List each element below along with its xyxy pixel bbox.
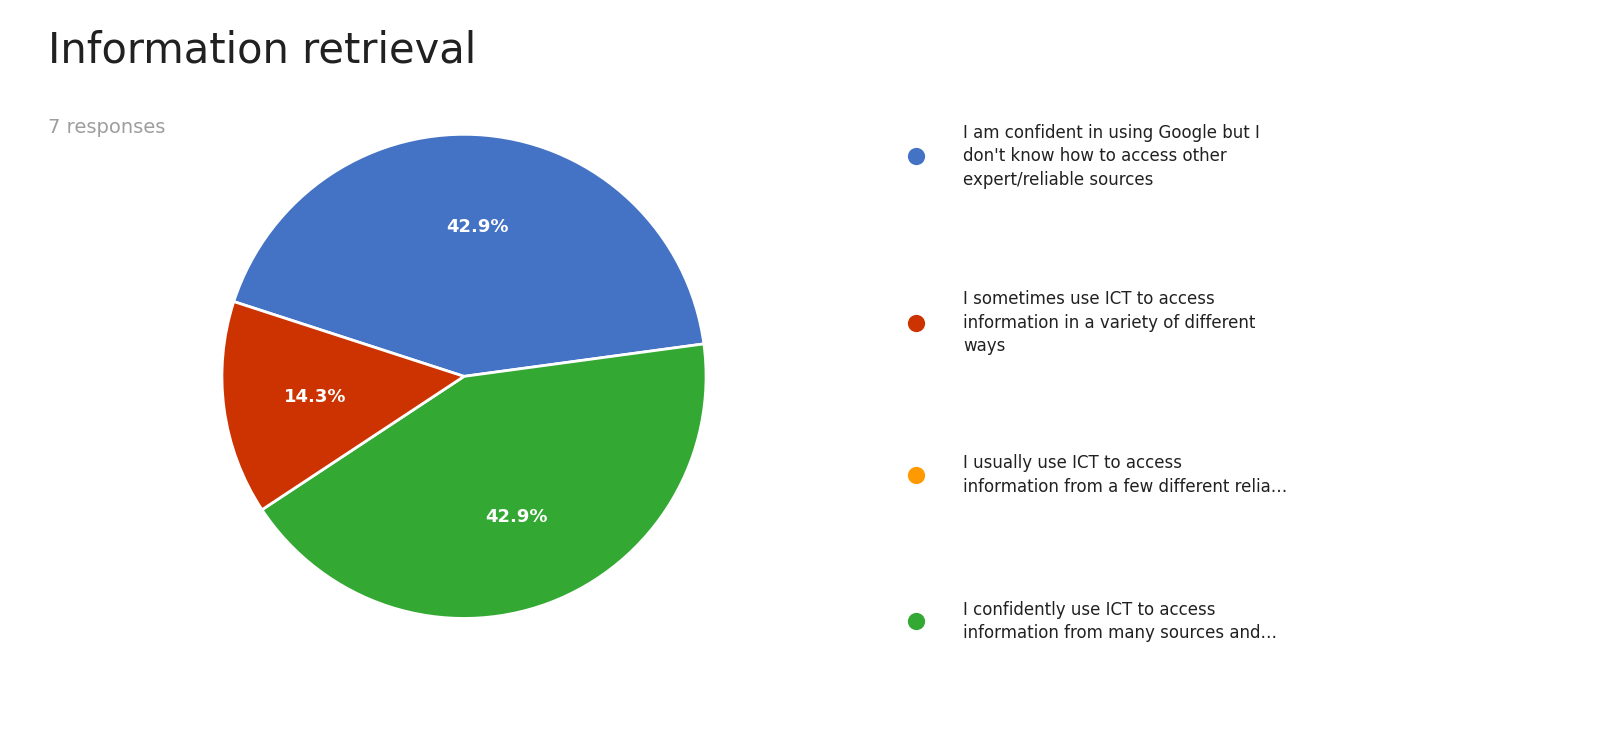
Point [904, 151, 930, 162]
Text: 7 responses: 7 responses [48, 118, 165, 137]
Wedge shape [222, 302, 464, 510]
Point [904, 469, 930, 481]
Text: Information retrieval: Information retrieval [48, 30, 477, 72]
Text: I usually use ICT to access
information from a few different relia…: I usually use ICT to access information … [963, 455, 1288, 496]
Text: I am confident in using Google but I
don't know how to access other
expert/relia: I am confident in using Google but I don… [963, 124, 1261, 189]
Text: I confidently use ICT to access
information from many sources and…: I confidently use ICT to access informat… [963, 601, 1277, 642]
Text: 42.9%: 42.9% [446, 218, 509, 236]
Wedge shape [262, 344, 706, 618]
Point [904, 317, 930, 328]
Text: I sometimes use ICT to access
information in a variety of different
ways: I sometimes use ICT to access informatio… [963, 290, 1256, 355]
Wedge shape [234, 134, 704, 376]
Text: 42.9%: 42.9% [485, 508, 547, 526]
Text: 14.3%: 14.3% [285, 387, 347, 405]
Point [904, 615, 930, 627]
